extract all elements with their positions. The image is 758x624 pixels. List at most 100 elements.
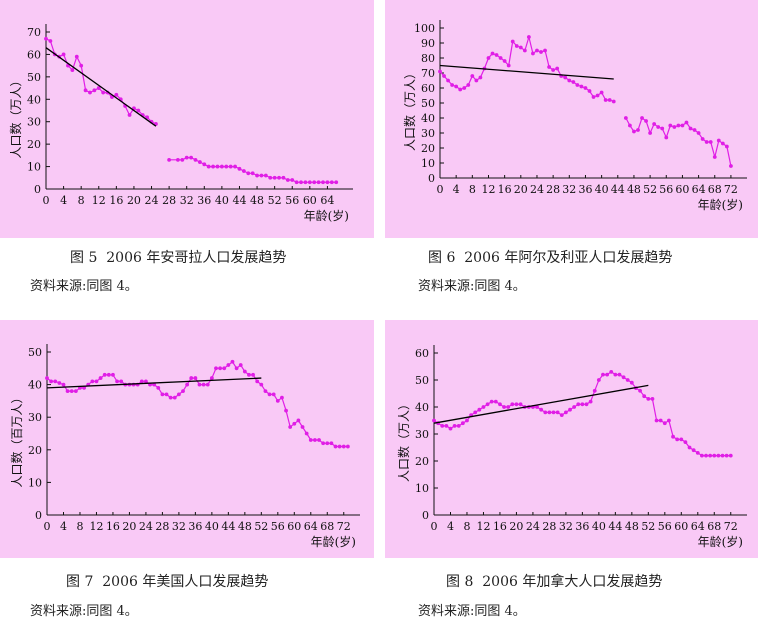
data-point <box>652 122 657 126</box>
data-point <box>237 166 242 171</box>
y-tick-label: 0 <box>428 172 435 185</box>
data-point <box>629 380 634 385</box>
x-tick-label: 56 <box>659 183 673 196</box>
x-tick-label: 56 <box>658 520 672 533</box>
data-point <box>696 131 701 135</box>
data-point <box>458 87 463 92</box>
data-point <box>720 141 725 146</box>
data-point <box>470 74 475 78</box>
x-tick-label: 68 <box>320 520 334 533</box>
x-tick-label: 8 <box>76 520 83 533</box>
x-tick-label: 40 <box>215 194 229 207</box>
data-point <box>442 74 446 78</box>
x-tick-label: 12 <box>481 183 495 196</box>
source-note-angola: 资料来源:同图 4。 <box>30 279 138 294</box>
series-line <box>169 157 337 183</box>
data-point <box>506 63 511 68</box>
x-tick-label: 0 <box>431 520 438 533</box>
data-point <box>683 440 688 444</box>
data-point <box>193 376 198 380</box>
data-point <box>668 123 673 128</box>
x-tick-label: 20 <box>509 520 523 533</box>
data-point <box>184 155 189 160</box>
y-tick-label: 30 <box>421 127 435 140</box>
data-point <box>136 108 141 113</box>
data-point <box>284 408 288 413</box>
data-point <box>275 399 280 403</box>
y-axis-title: 人口数（万人） <box>8 74 23 158</box>
data-point <box>617 372 622 377</box>
source-note-algeria: 资料来源:同图 4。 <box>418 279 526 294</box>
data-point <box>255 173 259 178</box>
y-tick-label: 50 <box>421 97 435 110</box>
data-point <box>704 140 709 144</box>
data-point <box>543 48 547 53</box>
data-point <box>572 405 577 409</box>
data-point <box>708 140 713 144</box>
data-point <box>214 366 218 371</box>
trend-line <box>433 384 649 424</box>
data-point <box>535 48 539 53</box>
y-tick-label: 20 <box>415 455 429 468</box>
figure-label: 图 6 <box>428 250 456 266</box>
x-tick-label: 24 <box>526 520 540 533</box>
data-point <box>638 388 642 393</box>
data-point <box>280 395 284 400</box>
data-point <box>583 86 588 90</box>
data-point <box>691 448 696 453</box>
x-tick-label: 28 <box>162 194 176 207</box>
x-tick-label: 32 <box>559 520 573 533</box>
x-tick-label: 44 <box>608 520 622 533</box>
data-point <box>329 180 334 185</box>
data-point <box>466 83 471 87</box>
x-tick-label: 64 <box>691 520 705 533</box>
data-point <box>224 164 229 169</box>
data-point <box>228 164 233 169</box>
y-tick-label: 50 <box>415 374 429 387</box>
data-point <box>695 451 700 455</box>
data-point <box>337 444 342 449</box>
data-point <box>708 453 713 458</box>
x-tick-label: 8 <box>469 183 476 196</box>
data-point <box>724 453 729 458</box>
data-point <box>518 402 523 407</box>
data-point <box>164 392 169 397</box>
x-tick-label: 4 <box>60 194 67 207</box>
data-point <box>106 372 111 377</box>
data-point <box>296 418 301 423</box>
y-axis-title: 人口数（万人） <box>396 398 411 482</box>
x-tick-label: 60 <box>303 194 317 207</box>
data-point <box>720 453 725 458</box>
data-point <box>662 421 667 426</box>
data-point <box>576 402 581 407</box>
x-tick-label: 40 <box>592 520 606 533</box>
y-tick-label: 50 <box>28 346 42 359</box>
data-point <box>547 65 551 69</box>
data-point <box>333 444 338 449</box>
data-point <box>555 66 560 71</box>
data-point <box>65 389 70 394</box>
figure-label: 图 8 <box>446 574 474 590</box>
data-point <box>139 379 144 384</box>
data-point <box>671 434 675 439</box>
data-point <box>308 438 313 442</box>
data-point <box>255 379 260 384</box>
data-point <box>79 63 84 68</box>
data-point <box>485 402 490 407</box>
chart-panel-canada: 0 10 20 30 40 50 60 0 4 8 12 16 20 24 28 32 36 40 44 48 52 56… <box>385 320 758 558</box>
data-point <box>518 45 523 50</box>
x-tick-label: 0 <box>437 183 444 196</box>
data-point <box>623 116 628 120</box>
data-point <box>625 378 630 382</box>
data-point <box>687 445 692 450</box>
data-point <box>452 424 457 428</box>
data-point <box>679 437 684 442</box>
x-tick-label: 60 <box>675 183 689 196</box>
data-point <box>49 379 54 384</box>
x-tick-label: 28 <box>546 183 560 196</box>
data-point <box>345 444 350 449</box>
data-point <box>704 453 708 458</box>
data-point <box>307 180 312 185</box>
data-point <box>325 180 330 185</box>
